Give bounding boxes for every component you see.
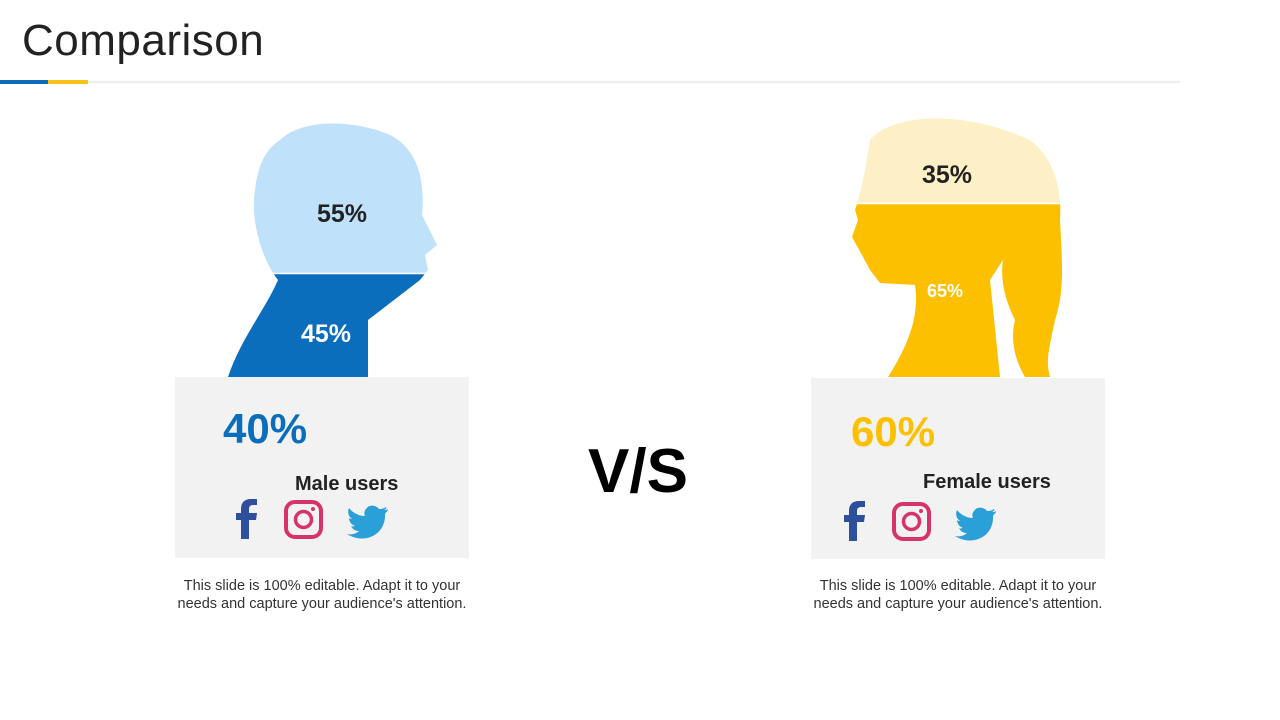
instagram-icon (284, 500, 323, 539)
female-share: 60% (851, 408, 936, 455)
male-label: Male users (295, 473, 399, 495)
twitter-icon (347, 505, 388, 539)
facebook-icon (844, 501, 865, 541)
male-share: 40% (223, 405, 308, 452)
twitter-icon (955, 507, 996, 541)
female-label: Female users (923, 471, 1051, 493)
female-bottom-share: 65% (926, 281, 964, 301)
female-top-share: 35% (921, 161, 973, 189)
female-box (811, 378, 1105, 559)
title-rule (88, 81, 1180, 83)
female-note: This slide is 100% editable. Adapt it to… (813, 578, 1103, 612)
female-icons (844, 501, 996, 541)
instagram-dot (919, 509, 923, 513)
facebook-icon (236, 499, 257, 539)
instagram-lens (293, 509, 314, 530)
male-icons (236, 499, 388, 539)
accent-yellow (48, 80, 88, 84)
instagram-icon (892, 502, 931, 541)
title: Comparison (22, 16, 265, 65)
male-top-share: 55% (316, 200, 368, 228)
accent-blue (0, 80, 48, 84)
instagram-lens (901, 511, 922, 532)
male-note: This slide is 100% editable. Adapt it to… (177, 578, 467, 612)
instagram-dot (311, 507, 315, 511)
male-bottom-share: 45% (300, 320, 352, 348)
versus: V/S (588, 437, 688, 506)
